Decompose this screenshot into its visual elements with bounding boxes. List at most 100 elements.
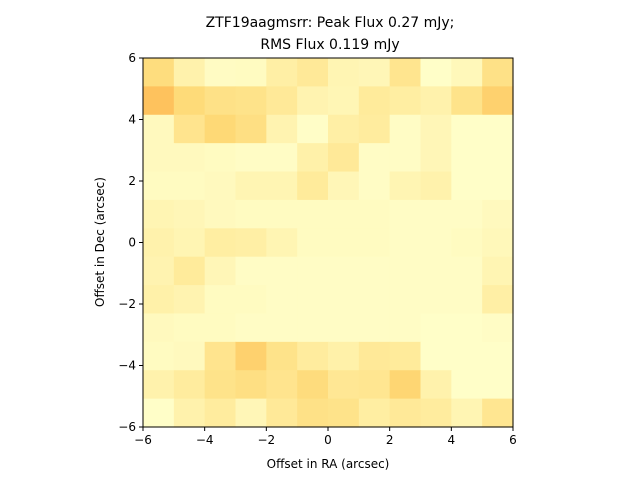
y-tick-label: 4 bbox=[128, 113, 136, 127]
heatmap-cell bbox=[297, 341, 329, 371]
heatmap-cell bbox=[420, 114, 452, 144]
heatmap-cell bbox=[451, 86, 483, 116]
heatmap-cell bbox=[173, 398, 206, 428]
heatmap-cell bbox=[266, 313, 298, 343]
heatmap-cell bbox=[451, 313, 483, 343]
heatmap-cell bbox=[297, 171, 329, 201]
x-tick-label: 6 bbox=[509, 433, 517, 447]
heatmap-cell bbox=[328, 285, 360, 315]
heatmap-cell bbox=[451, 171, 483, 201]
heatmap-cell bbox=[451, 256, 483, 286]
heatmap-cell bbox=[389, 341, 422, 371]
x-tick-label: −2 bbox=[257, 433, 275, 447]
y-axis-ticks: −6 −4 −2 0 2 4 6 bbox=[118, 51, 143, 434]
heatmap-cell bbox=[328, 199, 360, 229]
heatmap-cell bbox=[143, 86, 175, 116]
y-tick-label: 6 bbox=[128, 51, 136, 65]
heatmap-cell bbox=[235, 313, 267, 343]
heatmap-cell bbox=[420, 228, 452, 258]
heatmap-cells bbox=[143, 58, 514, 428]
heatmap-cell bbox=[358, 398, 391, 428]
heatmap-cell bbox=[358, 370, 391, 400]
heatmap-cell bbox=[204, 171, 237, 201]
heatmap-cell bbox=[297, 114, 329, 144]
heatmap-cell bbox=[143, 58, 175, 87]
heatmap-cell bbox=[143, 228, 175, 258]
heatmap-cell bbox=[358, 199, 391, 229]
heatmap-cell bbox=[358, 143, 391, 173]
heatmap-cell bbox=[204, 313, 237, 343]
heatmap-cell bbox=[143, 256, 175, 286]
heatmap-cell bbox=[235, 256, 267, 286]
heatmap-cell bbox=[389, 256, 422, 286]
heatmap-cell bbox=[482, 171, 514, 201]
heatmap-cell bbox=[328, 256, 360, 286]
heatmap-cell bbox=[266, 171, 298, 201]
chart-title-line-2: RMS Flux 0.119 mJy bbox=[260, 37, 399, 53]
heatmap-cell bbox=[266, 143, 298, 173]
y-tick-label: −4 bbox=[118, 359, 136, 373]
heatmap-cell bbox=[266, 341, 298, 371]
heatmap-cell bbox=[389, 228, 422, 258]
heatmap-cell bbox=[235, 58, 267, 87]
heatmap-cell bbox=[266, 398, 298, 428]
heatmap-cell bbox=[420, 256, 452, 286]
heatmap-cell bbox=[297, 58, 329, 87]
heatmap-cell bbox=[143, 143, 175, 173]
heatmap-cell bbox=[482, 86, 514, 116]
heatmap-cell bbox=[173, 171, 206, 201]
heatmap-cell bbox=[328, 114, 360, 144]
heatmap-cell bbox=[173, 86, 206, 116]
heatmap-cell bbox=[358, 228, 391, 258]
heatmap-cell bbox=[266, 58, 298, 87]
heatmap-cell bbox=[420, 143, 452, 173]
heatmap-cell bbox=[235, 143, 267, 173]
heatmap-cell bbox=[451, 143, 483, 173]
heatmap-cell bbox=[389, 143, 422, 173]
y-axis-label: Offset in Dec (arcsec) bbox=[93, 177, 107, 307]
heatmap-cell bbox=[143, 285, 175, 315]
heatmap-cell bbox=[235, 86, 267, 116]
heatmap-cell bbox=[204, 256, 237, 286]
heatmap-cell bbox=[389, 58, 422, 87]
heatmap-cell bbox=[482, 143, 514, 173]
heatmap-cell bbox=[173, 256, 206, 286]
heatmap-cell bbox=[204, 370, 237, 400]
heatmap-cell bbox=[297, 143, 329, 173]
heatmap-cell bbox=[358, 341, 391, 371]
heatmap-cell bbox=[420, 341, 452, 371]
heatmap-cell bbox=[389, 285, 422, 315]
heatmap-cell bbox=[420, 370, 452, 400]
heatmap-cell bbox=[358, 313, 391, 343]
heatmap-cell bbox=[482, 398, 514, 428]
heatmap-cell bbox=[266, 285, 298, 315]
heatmap-cell bbox=[173, 228, 206, 258]
x-tick-label: −6 bbox=[134, 433, 152, 447]
heatmap-cell bbox=[204, 114, 237, 144]
heatmap-cell bbox=[173, 143, 206, 173]
heatmap-cell bbox=[204, 86, 237, 116]
heatmap-cell bbox=[358, 58, 391, 87]
heatmap-cell bbox=[482, 370, 514, 400]
y-tick-label: −2 bbox=[118, 297, 136, 311]
y-tick-label: 0 bbox=[128, 236, 136, 250]
heatmap-cell bbox=[204, 341, 237, 371]
heatmap-cell bbox=[235, 341, 267, 371]
heatmap-cell bbox=[389, 199, 422, 229]
y-tick-label: −6 bbox=[118, 420, 136, 434]
heatmap-cell bbox=[420, 199, 452, 229]
heatmap-cell bbox=[235, 398, 267, 428]
heatmap-cell bbox=[297, 86, 329, 116]
heatmap-cell bbox=[204, 285, 237, 315]
heatmap-cell bbox=[482, 228, 514, 258]
x-tick-label: −4 bbox=[196, 433, 214, 447]
x-tick-label: 0 bbox=[324, 433, 332, 447]
x-axis-ticks: −6 −4 −2 0 2 4 6 bbox=[134, 427, 517, 447]
heatmap-cell bbox=[143, 199, 175, 229]
x-tick-label: 4 bbox=[448, 433, 456, 447]
heatmap-cell bbox=[482, 114, 514, 144]
heatmap-cell bbox=[297, 370, 329, 400]
heatmap-cell bbox=[358, 285, 391, 315]
heatmap-cell bbox=[482, 313, 514, 343]
